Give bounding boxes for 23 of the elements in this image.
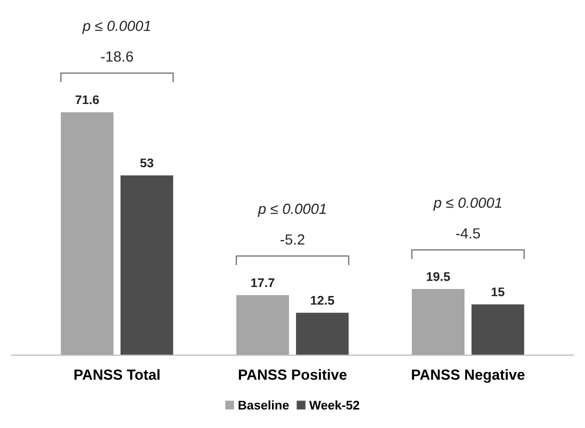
data-label: 12.5 (310, 296, 334, 305)
x-tick-label: PANSS Negative (412, 369, 525, 383)
data-label: 15 (492, 288, 504, 296)
legend-label: Week-52 (309, 400, 360, 410)
bar (472, 304, 524, 356)
bar (412, 289, 464, 356)
annotation: p ≤ 0.0001 (258, 204, 326, 217)
text: -18.6 (101, 51, 133, 62)
text: p ≤ 0.0001 (82, 20, 150, 34)
bar (60, 112, 114, 356)
annotation: -4.5 (456, 228, 480, 239)
bar (120, 175, 174, 356)
data-label: 53 (140, 158, 154, 168)
data-label: 71.6 (76, 95, 99, 104)
annotation: p ≤ 0.0001 (433, 198, 502, 211)
x-tick-label: PANSS Total (74, 369, 160, 380)
bar (236, 295, 289, 356)
bar (296, 312, 349, 356)
data-label: 17.7 (251, 278, 274, 288)
data-label: 19.5 (426, 272, 450, 282)
x-tick-label: PANSS Positive (238, 369, 347, 380)
annotation: -5.2 (280, 234, 304, 245)
legend-label: Baseline (238, 400, 289, 410)
